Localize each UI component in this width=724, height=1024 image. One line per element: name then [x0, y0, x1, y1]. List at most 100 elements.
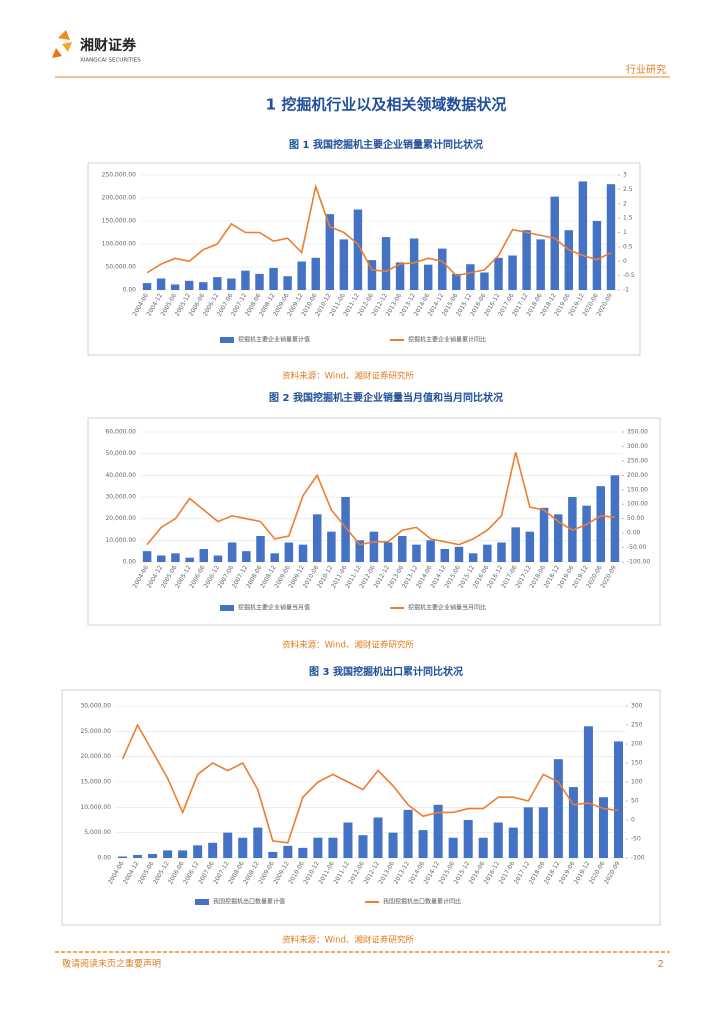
bar — [539, 507, 549, 562]
section-title: 1 挖掘机行业以及相关领域数据状况 — [266, 96, 507, 114]
legend-swatch — [195, 899, 209, 905]
y-tick-label: 15,000.00 — [80, 779, 111, 786]
bar — [480, 272, 489, 290]
y-tick-label: 20,000.00 — [105, 515, 136, 522]
y2-tick-label: 150 — [631, 760, 643, 767]
bar — [268, 851, 278, 858]
bar — [438, 248, 447, 290]
bar — [353, 209, 363, 290]
bar — [508, 255, 517, 290]
bar — [452, 273, 461, 290]
bar — [199, 282, 208, 290]
y2-tick-label: 0.00 — [627, 530, 641, 537]
bar — [148, 853, 158, 858]
bar — [610, 475, 620, 562]
legend-swatch — [220, 337, 234, 343]
y-tick-label: 20,000.00 — [80, 753, 111, 760]
y-tick-label: 250,000.00 — [102, 172, 137, 179]
logo — [52, 30, 72, 58]
bar — [358, 835, 368, 858]
bar — [185, 557, 194, 562]
bar — [213, 277, 222, 290]
bar — [525, 531, 535, 562]
bar — [395, 262, 405, 290]
bar — [493, 822, 503, 858]
figure-caption: 图 1 我国挖掘机主要企业销量累计同比状况 — [289, 138, 483, 151]
y-tick-label: 150,000.00 — [102, 218, 137, 225]
bar — [538, 807, 548, 858]
y-tick-label: 0.00 — [123, 559, 137, 566]
bar — [170, 284, 180, 290]
bar — [596, 486, 605, 562]
bar — [343, 822, 353, 858]
y-tick-label: 0.00 — [123, 287, 137, 294]
y2-tick-label: 200.00 — [627, 472, 648, 479]
bar — [118, 856, 128, 858]
bar — [213, 555, 223, 562]
bar — [454, 546, 464, 562]
bar — [403, 809, 413, 858]
footer-disclaimer: 敬请阅读末页之重要声明 — [62, 958, 161, 970]
bar — [325, 214, 335, 290]
y2-tick-label: 200 — [631, 741, 643, 748]
bar — [448, 837, 458, 858]
y2-tick-label: -0.5 — [623, 272, 635, 279]
figure-source: 资料来源：Wind、湘财证券研究所 — [282, 640, 414, 651]
y2-tick-label: -50 — [631, 836, 641, 843]
y-tick-label: 50,000.00 — [105, 264, 136, 271]
legend-label: 挖掘机主要企业销量累计值 — [238, 336, 310, 344]
bar — [241, 270, 250, 290]
legend-label: 我国挖掘机出口数量累计值 — [213, 898, 285, 906]
bar — [553, 759, 563, 858]
y2-tick-label: 2 — [623, 200, 627, 207]
bar — [578, 181, 588, 290]
bar — [284, 542, 294, 562]
bar — [383, 542, 393, 562]
y-tick-label: 5,000.00 — [84, 829, 111, 836]
bar — [312, 514, 322, 562]
bar — [440, 549, 450, 562]
y2-tick-label: -1 — [623, 287, 629, 294]
bar — [227, 278, 236, 290]
legend-swatch — [220, 605, 234, 611]
bar — [328, 837, 338, 858]
y2-tick-label: -100.00 — [627, 559, 650, 566]
bar — [367, 260, 377, 290]
y2-tick-label: 300 — [631, 703, 643, 710]
bar — [255, 273, 264, 290]
bar — [418, 830, 428, 858]
y2-tick-label: 250 — [631, 722, 643, 729]
bar — [412, 544, 421, 562]
legend-label: 挖掘机主要企业销量当月同比 — [408, 604, 486, 612]
y-tick-label: 30,000.00 — [105, 494, 136, 501]
y2-tick-label: 300.00 — [627, 443, 648, 450]
chart-frame — [87, 417, 661, 626]
bar — [298, 847, 308, 858]
bar — [313, 837, 323, 858]
bar — [355, 540, 364, 562]
bar — [283, 276, 292, 290]
y2-tick-label: 0.5 — [623, 243, 633, 250]
bar — [592, 221, 602, 290]
y-tick-label: 25,000.00 — [80, 728, 111, 735]
bar — [468, 553, 478, 562]
bar — [297, 261, 306, 290]
y2-tick-label: 1.5 — [623, 215, 633, 222]
bar — [511, 527, 520, 562]
bar — [178, 850, 188, 858]
bar — [426, 540, 435, 562]
bar — [256, 536, 265, 562]
y2-tick-label: 50 — [631, 798, 639, 805]
y2-tick-label: 150.00 — [627, 486, 648, 493]
bar — [184, 280, 194, 290]
y2-tick-label: 250.00 — [627, 457, 648, 464]
bar — [373, 817, 383, 858]
bar — [283, 845, 293, 858]
y-tick-label: 10,000.00 — [80, 804, 111, 811]
bar — [409, 238, 419, 290]
bar — [223, 832, 233, 858]
line-series — [146, 183, 612, 277]
figure-caption: 图 2 我国挖掘机主要企业销量当月值和当月同比状况 — [269, 391, 503, 404]
